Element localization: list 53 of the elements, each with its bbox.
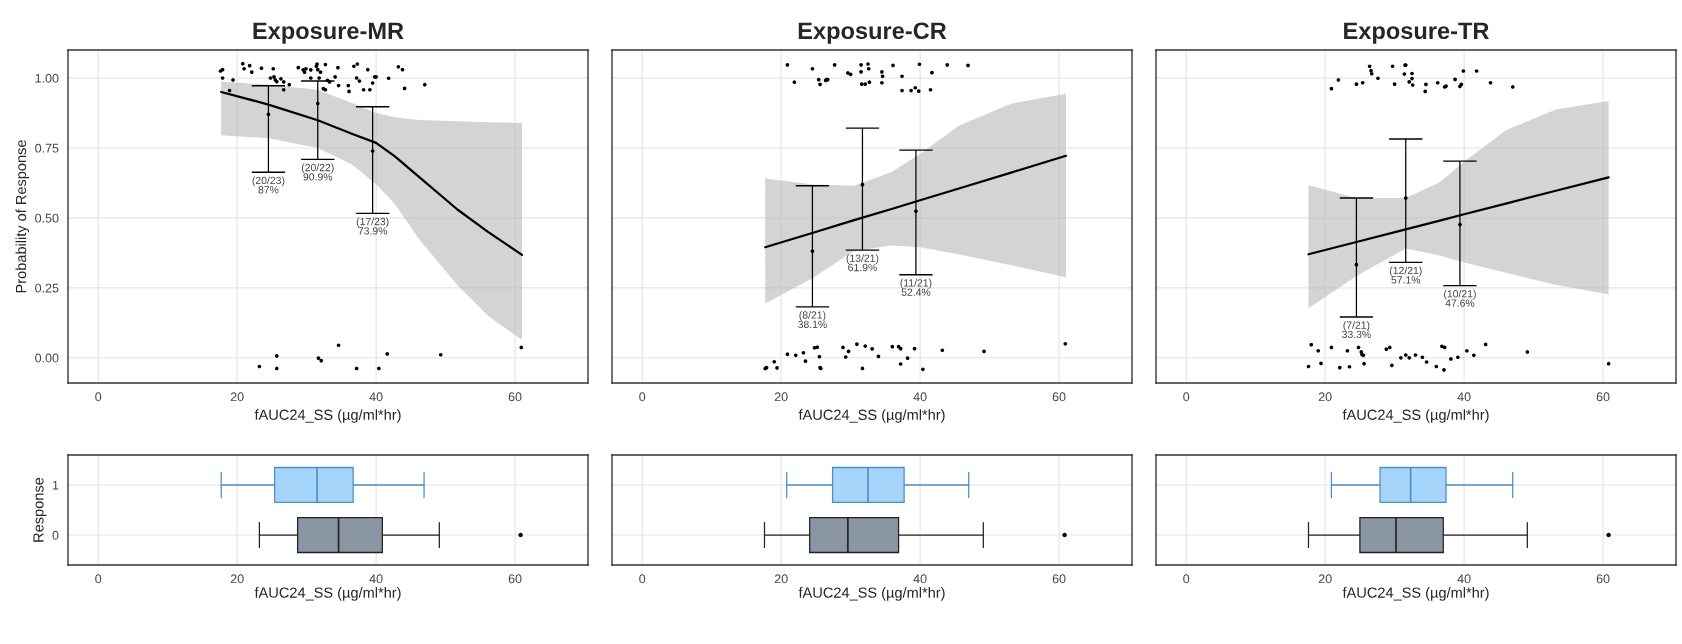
- x-tick-label: 20: [774, 392, 788, 402]
- chart-title: Exposure-CR: [798, 22, 947, 44]
- x-tick-label: 20: [1318, 574, 1332, 584]
- y-tick-label: 0.50: [35, 213, 59, 223]
- x-tick-label: 0: [95, 392, 102, 402]
- annotation: (17/23) 73.9%: [356, 217, 389, 235]
- x-tick-label: 40: [369, 392, 383, 402]
- x-tick-label: 60: [508, 392, 522, 402]
- x-axis-title: fAUC24_SS (µg/ml*hr): [798, 409, 945, 423]
- chart-title: Exposure-MR: [253, 22, 404, 44]
- annotation: (11/21) 52.4%: [900, 278, 932, 296]
- annotation: (20/22) 90.9%: [301, 163, 334, 181]
- annotation: (8/21) 38.1%: [798, 311, 827, 329]
- annotation: (20/23) 87%: [252, 176, 285, 194]
- y-axis-title: Response: [33, 477, 47, 542]
- y-axis-title: Probability of Response: [15, 140, 30, 293]
- x-tick-label: 20: [774, 574, 788, 584]
- y-tick-label: 0.00: [35, 353, 59, 363]
- x-tick-label: 40: [1457, 574, 1471, 584]
- x-tick-label: 60: [1052, 574, 1066, 584]
- x-axis-title: fAUC24_SS (µg/ml*hr): [1342, 409, 1489, 423]
- x-tick-label: 20: [1318, 392, 1332, 402]
- x-tick-label: 0: [639, 574, 646, 584]
- x-tick-label: 60: [508, 574, 522, 584]
- x-tick-label: 40: [1457, 392, 1471, 402]
- x-axis-title: fAUC24_SS (µg/ml*hr): [254, 409, 401, 423]
- y-tick-label: 0: [52, 530, 59, 540]
- annotation: (7/21) 33.3%: [1342, 321, 1371, 339]
- x-tick-label: 0: [1183, 392, 1190, 402]
- x-tick-label: 20: [230, 574, 244, 584]
- x-tick-label: 40: [913, 574, 927, 584]
- x-tick-label: 0: [1183, 574, 1190, 584]
- x-tick-label: 0: [95, 574, 102, 584]
- x-tick-label: 40: [369, 574, 383, 584]
- annotation: (12/21) 57.1%: [1389, 266, 1422, 284]
- x-tick-label: 40: [913, 392, 927, 402]
- x-tick-label: 0: [639, 392, 646, 402]
- x-axis-title: fAUC24_SS (µg/ml*hr): [1342, 587, 1489, 601]
- point: [315, 101, 320, 106]
- y-tick-label: 1: [52, 480, 59, 490]
- y-tick-label: 1.00: [35, 73, 59, 83]
- y-tick-label: 0.25: [35, 283, 59, 293]
- y-tick-label: 0.75: [35, 143, 59, 153]
- x-tick-label: 20: [230, 392, 244, 402]
- x-tick-label: 60: [1596, 574, 1610, 584]
- x-tick-label: 60: [1596, 392, 1610, 402]
- chart-title: Exposure-TR: [1344, 22, 1489, 44]
- x-tick-label: 60: [1052, 392, 1066, 402]
- annotation: (13/21) 61.9%: [846, 254, 879, 272]
- point: [370, 149, 375, 153]
- x-axis-title: fAUC24_SS (µg/ml*hr): [798, 587, 945, 601]
- x-axis-title: fAUC24_SS (µg/ml*hr): [254, 587, 401, 601]
- annotation: (10/21) 47.6%: [1444, 289, 1476, 307]
